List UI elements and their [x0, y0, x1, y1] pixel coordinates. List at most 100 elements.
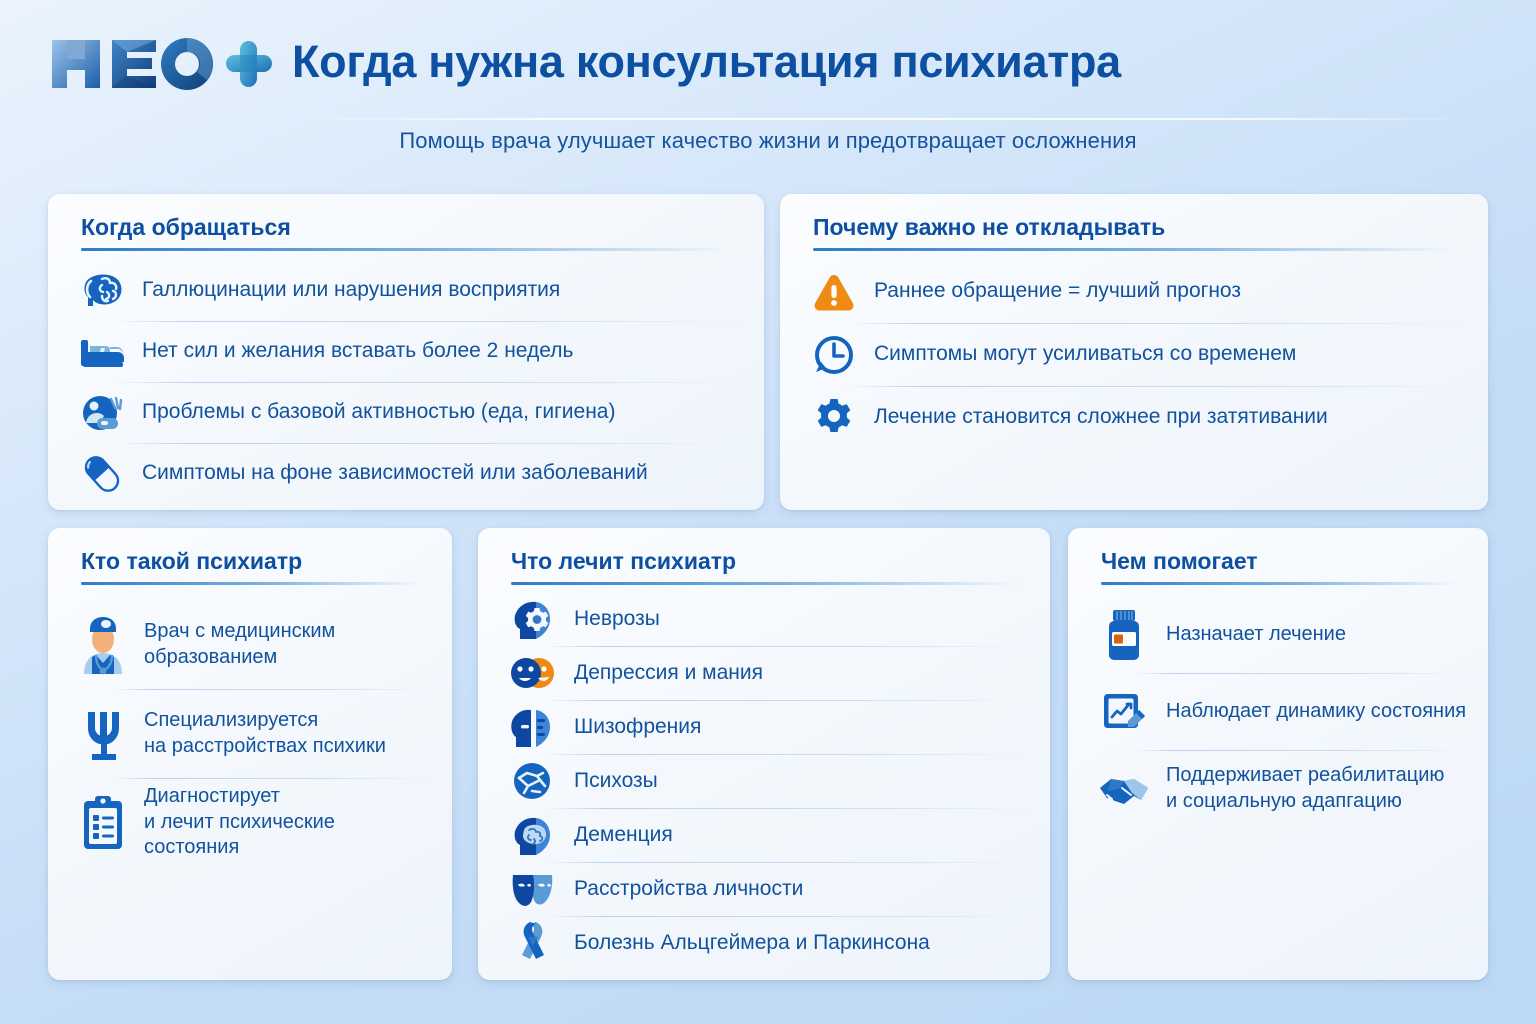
warning-triangle-icon [808, 270, 860, 314]
list-item: Назначает лечение [1096, 596, 1470, 673]
list-item: Шизофрения [506, 700, 1032, 754]
card-how-it-helps: Чем помогает Назначает лечение [1068, 528, 1488, 980]
list-item: Психозы [506, 754, 1032, 808]
list-item-label: Расстройства личности [574, 876, 804, 900]
card-title-underline [81, 248, 731, 251]
brain-icon [76, 269, 128, 313]
page-subtitle: Помощь врача улучшает качество жизни и п… [399, 128, 1137, 153]
card-title-underline [511, 582, 1019, 585]
list-item-label-line2: и социальную адапгацию [1166, 789, 1402, 812]
list-item-label-line2: образованием [144, 645, 278, 668]
row-separator [846, 323, 1466, 324]
list-item: Симптомы на фоне зависимостей или заболе… [76, 443, 746, 504]
card-why-not-delay: Почему важно не откладывать Раннее обращ… [780, 194, 1488, 510]
chart-board-icon [1096, 683, 1152, 741]
list-item-label: Проблемы с базовой активностью (еда, гиг… [142, 400, 616, 424]
list-item-label: Симптомы на фоне зависимостей или заболе… [142, 461, 648, 485]
card-items: Раннее обращение = лучший прогноз Симпто… [808, 260, 1470, 449]
list-item-label: Поддерживает реабилитацию и социальную а… [1152, 763, 1444, 814]
list-item-label-line1: Диагностирует [144, 785, 280, 808]
card-who-is-psychiatrist: Кто такой психиатр [48, 528, 452, 980]
split-head-icon [506, 705, 560, 749]
row-separator [114, 778, 430, 779]
list-item-label: Деменция [574, 822, 673, 846]
theatre-masks-icon [506, 867, 560, 911]
list-item: Диагностирует и лечит психические состоя… [76, 778, 434, 867]
page-title: Когда нужна консультация психиатра [292, 36, 1121, 87]
list-item: Депрессия и мания [506, 646, 1032, 700]
pill-bottle-icon [1096, 606, 1152, 664]
row-separator [114, 382, 742, 383]
card-items: Галлюцинации или нарушения восприятия Не… [76, 260, 746, 504]
head-brain-icon [506, 813, 560, 857]
card-title-underline [813, 248, 1455, 251]
card-title: Что лечит психиатр [511, 548, 737, 574]
list-item-label: Назначает лечение [1166, 622, 1346, 645]
row-separator [544, 700, 1028, 701]
card-items: Назначает лечение Наблюдает динамику сос… [1096, 596, 1470, 827]
list-item-label: Симптомы могут усиливаться со временем [874, 342, 1297, 366]
awareness-ribbon-icon [506, 921, 560, 965]
clipboard-icon [76, 791, 130, 855]
list-item-label-line2: на расстройствах психики [144, 734, 386, 757]
selfcare-icon [76, 391, 128, 435]
list-item: Расстройства личности [506, 862, 1032, 916]
card-items: Неврозы Депрессия и мания [506, 592, 1032, 970]
list-item: Неврозы [506, 592, 1032, 646]
card-items: Врач с медицинским образованием Специали… [76, 600, 434, 867]
tangled-mind-icon [506, 759, 560, 803]
list-item: Поддерживает реабилитацию и социальную а… [1096, 750, 1470, 827]
card-title: Когда обращаться [81, 214, 291, 240]
list-item: Лечение становится сложнее при затятиван… [808, 386, 1470, 449]
card-title: Почему важно не откладывать [813, 214, 1166, 240]
list-item: Наблюдает динамику состояния [1096, 673, 1470, 750]
capsule-icon [76, 452, 128, 496]
list-item-label-line1: Поддерживает реабилитацию [1166, 763, 1445, 786]
neo-plus-logo [50, 34, 275, 94]
list-item: Галлюцинации или нарушения восприятия [76, 260, 746, 321]
row-separator [544, 862, 1028, 863]
list-item-label: Нет сил и желания вставать более 2 недел… [142, 339, 574, 363]
handshake-icon [1096, 760, 1152, 818]
list-item: Врач с медицинским образованием [76, 600, 434, 689]
row-separator [544, 916, 1028, 917]
card-title: Чем помогает [1101, 548, 1258, 574]
row-separator [1134, 673, 1466, 674]
list-item: Проблемы с базовой активностью (еда, гиг… [76, 382, 746, 443]
gear-icon [808, 396, 860, 440]
row-separator [114, 321, 742, 322]
row-separator [114, 689, 430, 690]
list-item-label: Наблюдает динамику состояния [1166, 699, 1467, 722]
doctor-avatar-icon [76, 613, 130, 677]
list-item: Раннее обращение = лучший прогноз [808, 260, 1470, 323]
card-what-psychiatrist-treats: Что лечит психиатр Неврозы [478, 528, 1050, 980]
header-divider [300, 118, 1470, 120]
row-separator [114, 443, 742, 444]
row-separator [544, 808, 1028, 809]
row-separator [1134, 750, 1466, 751]
clock-icon [808, 333, 860, 377]
row-separator [544, 646, 1028, 647]
row-separator [846, 386, 1466, 387]
two-faces-icon [506, 651, 560, 695]
list-item-label: Галлюцинации или нарушения восприятия [142, 278, 561, 302]
list-item-label: Болезнь Альцгеймера и Паркинсона [574, 930, 930, 954]
card-title-underline [1101, 582, 1457, 585]
list-item: Специализируется на расстройствах психик… [76, 689, 434, 778]
list-item: Симптомы могут усиливаться со временем [808, 323, 1470, 386]
list-item-label: Раннее обращение = лучший прогноз [874, 279, 1241, 303]
list-item-label: Психозы [574, 768, 658, 792]
list-item-label-line1: Врач с медицинским [144, 619, 336, 642]
list-item-label: Неврозы [574, 606, 660, 630]
list-item-label: Врач с медицинским образованием [130, 619, 335, 670]
list-item-label: Депрессия и мания [574, 660, 763, 684]
page-header: Когда нужна консультация психиатра Помощ… [0, 0, 1536, 170]
head-gear-icon [506, 597, 560, 641]
list-item: Деменция [506, 808, 1032, 862]
list-item-label-line1: Специализируется [144, 708, 319, 731]
row-separator [544, 754, 1028, 755]
card-title: Кто такой психиатр [81, 548, 303, 574]
list-item-label: Лечение становится сложнее при затятиван… [874, 405, 1328, 429]
list-item-label: Шизофрения [574, 714, 702, 738]
